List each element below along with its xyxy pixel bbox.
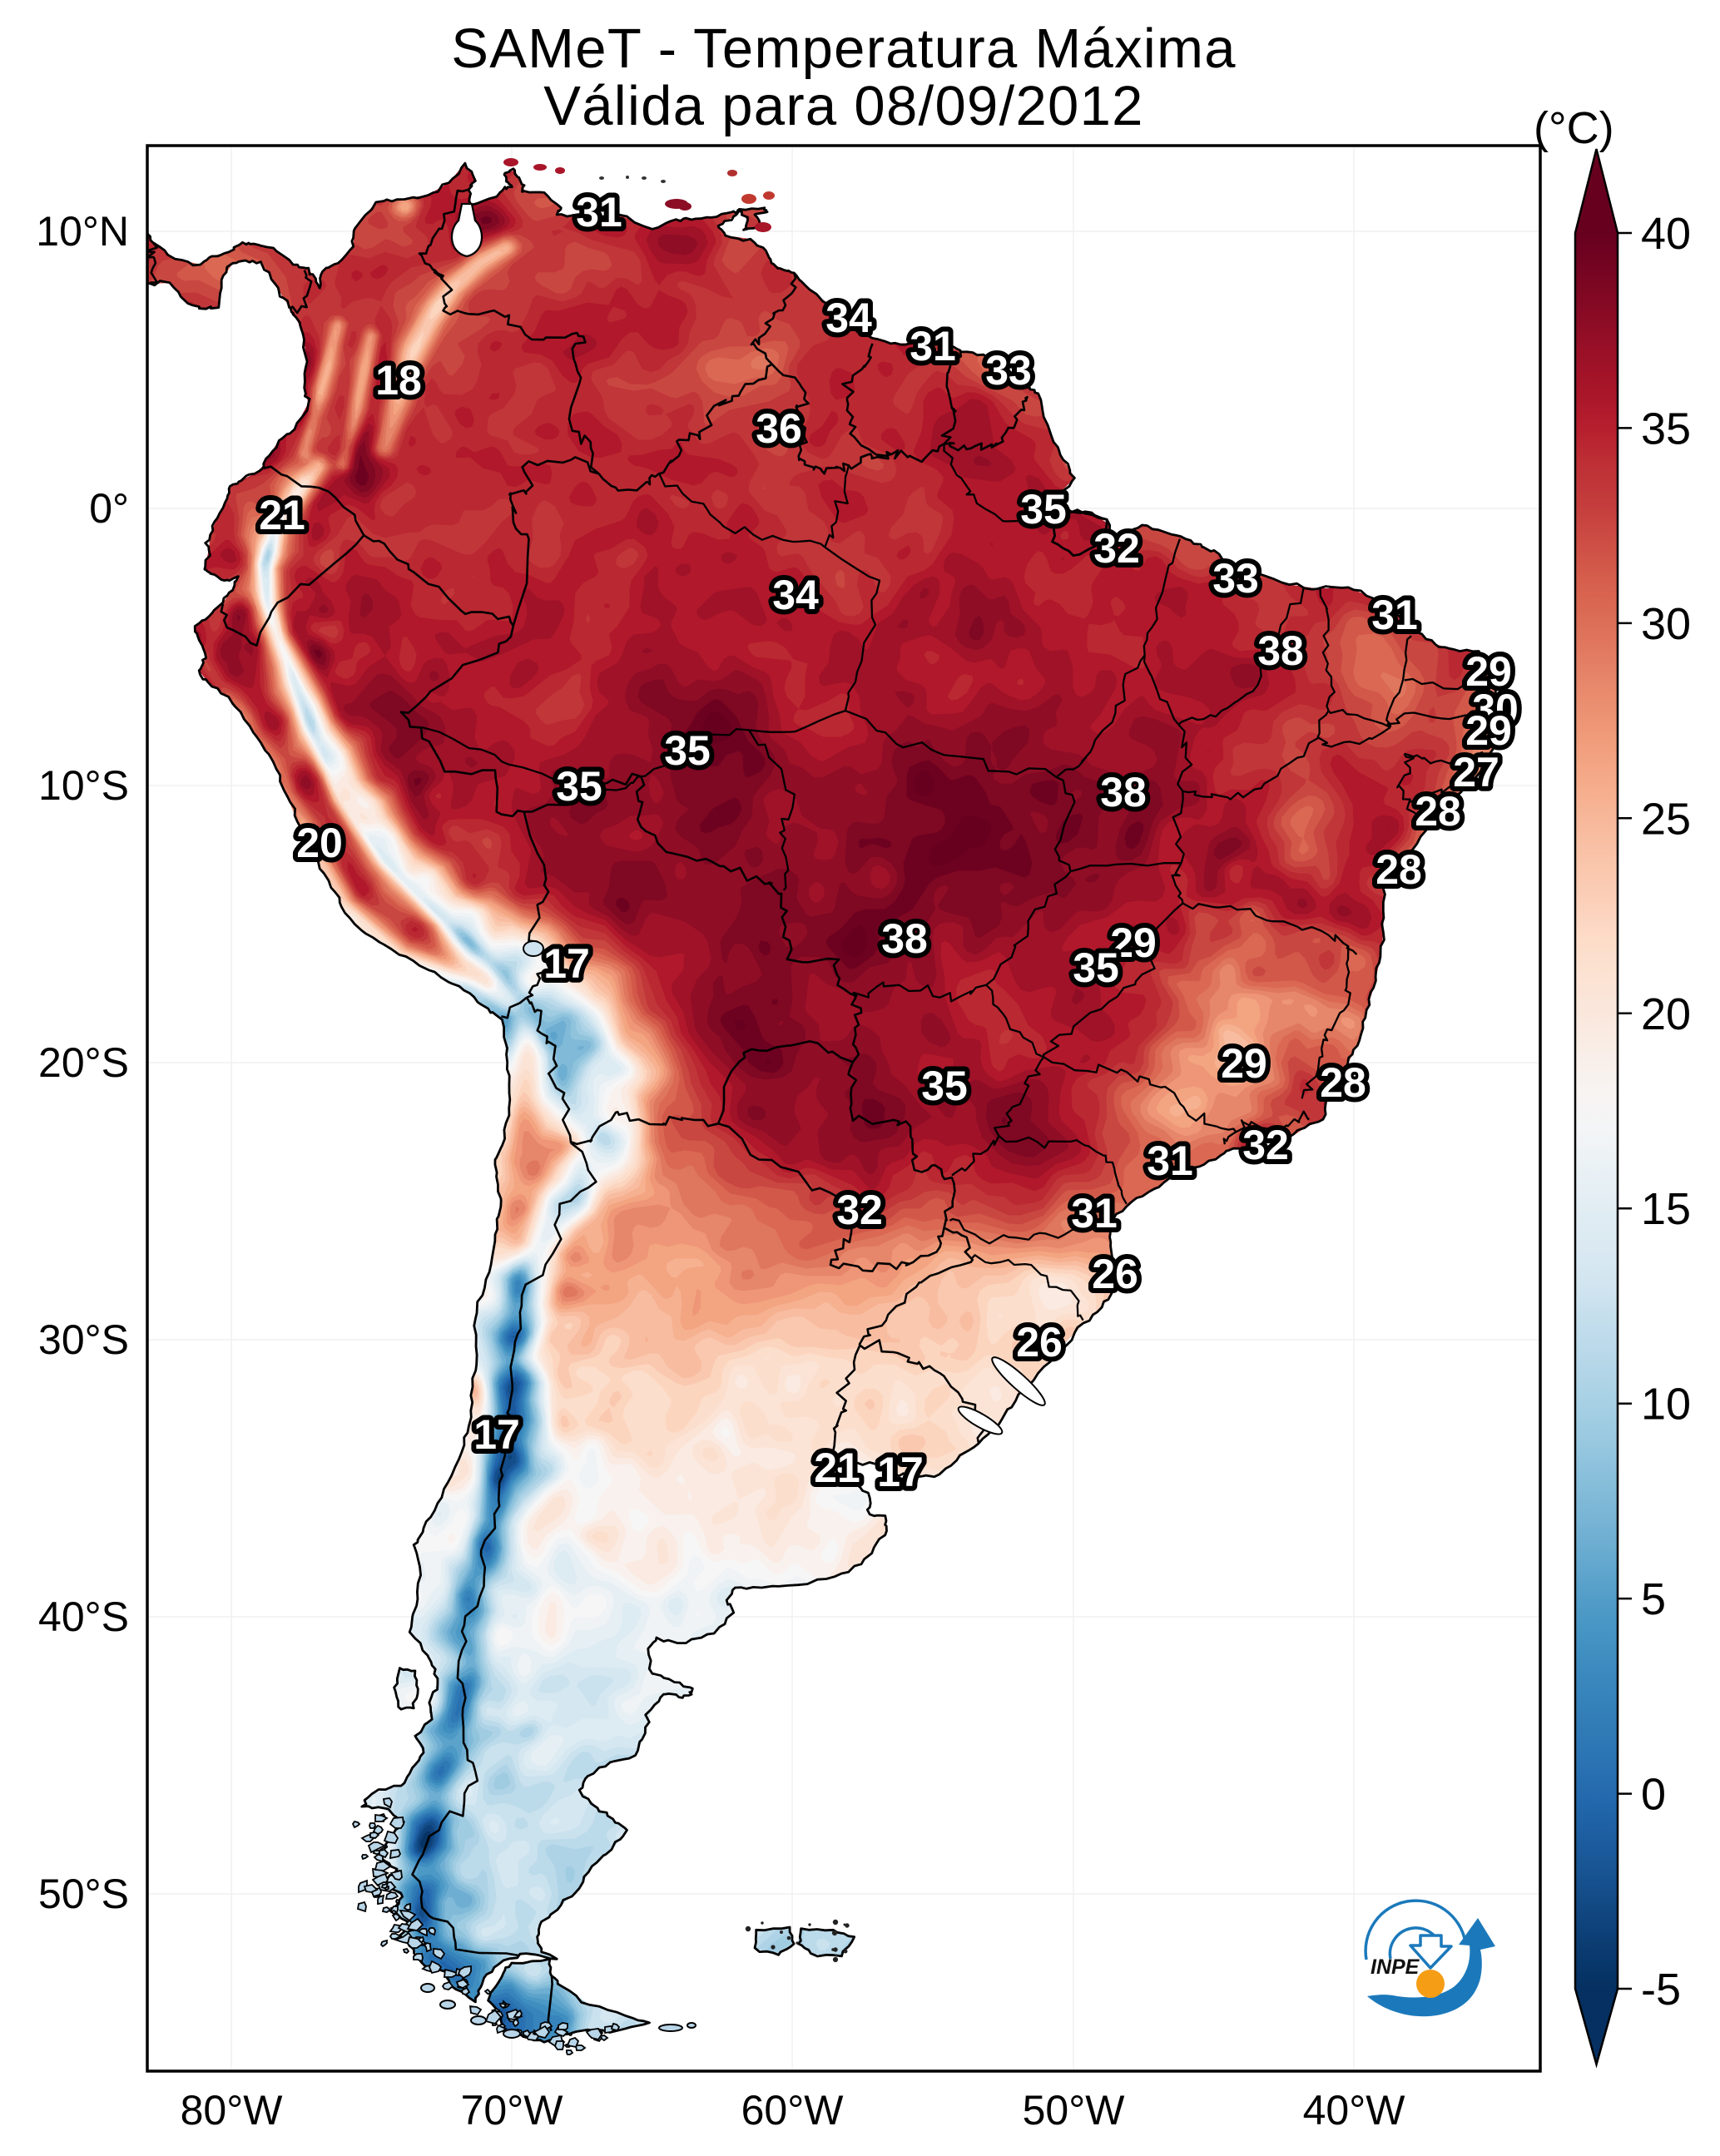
svg-text:40°W: 40°W — [1303, 2087, 1406, 2134]
svg-text:10°S: 10°S — [38, 762, 129, 809]
svg-text:31: 31 — [1371, 592, 1418, 638]
svg-text:30°S: 30°S — [38, 1316, 129, 1363]
svg-text:38: 38 — [1257, 627, 1304, 674]
svg-text:SAMeT - Temperatura Máxima: SAMeT - Temperatura Máxima — [451, 17, 1237, 80]
svg-text:10: 10 — [1641, 1380, 1691, 1430]
svg-text:35: 35 — [921, 1063, 968, 1109]
svg-text:38: 38 — [881, 915, 928, 962]
svg-text:5: 5 — [1641, 1574, 1666, 1624]
svg-text:33: 33 — [985, 347, 1032, 394]
svg-text:28: 28 — [1376, 846, 1422, 893]
svg-text:26: 26 — [1092, 1251, 1138, 1297]
svg-text:28: 28 — [1415, 788, 1461, 835]
svg-text:33: 33 — [1212, 555, 1259, 602]
svg-text:26: 26 — [1016, 1319, 1063, 1365]
svg-text:29: 29 — [1465, 707, 1512, 754]
svg-text:(°C): (°C) — [1534, 103, 1614, 153]
svg-text:60°W: 60°W — [741, 2087, 845, 2134]
svg-text:21: 21 — [814, 1445, 860, 1491]
svg-text:35: 35 — [556, 763, 602, 810]
svg-text:35: 35 — [1020, 486, 1067, 533]
svg-text:0°: 0° — [89, 485, 129, 532]
svg-text:31: 31 — [910, 323, 956, 369]
svg-text:80°W: 80°W — [181, 2087, 284, 2134]
svg-text:35: 35 — [1641, 404, 1691, 454]
svg-text:32: 32 — [836, 1187, 883, 1233]
svg-text:35: 35 — [1073, 944, 1119, 991]
svg-text:29: 29 — [1110, 919, 1157, 966]
svg-text:18: 18 — [375, 357, 422, 404]
svg-text:25: 25 — [1641, 794, 1691, 844]
svg-text:50°S: 50°S — [38, 1871, 129, 1917]
svg-text:10°N: 10°N — [36, 208, 129, 255]
svg-text:30: 30 — [1472, 686, 1519, 732]
svg-text:35: 35 — [664, 727, 711, 774]
svg-text:17: 17 — [473, 1411, 520, 1458]
svg-text:28: 28 — [1320, 1059, 1366, 1106]
svg-text:40: 40 — [1641, 209, 1691, 259]
svg-text:29: 29 — [1465, 648, 1512, 695]
svg-text:50°W: 50°W — [1023, 2087, 1126, 2134]
svg-text:31: 31 — [1071, 1190, 1118, 1237]
svg-text:20: 20 — [1641, 989, 1691, 1039]
svg-text:20°S: 20°S — [38, 1039, 129, 1086]
svg-text:34: 34 — [825, 295, 872, 341]
svg-text:INPE: INPE — [1371, 1955, 1420, 1979]
svg-text:32: 32 — [1093, 525, 1140, 572]
svg-text:29: 29 — [1221, 1040, 1267, 1087]
svg-text:Válida para 08/09/2012: Válida para 08/09/2012 — [543, 75, 1144, 137]
svg-text:21: 21 — [259, 492, 305, 538]
svg-text:36: 36 — [756, 405, 802, 452]
svg-text:34: 34 — [772, 572, 819, 618]
svg-text:40°S: 40°S — [38, 1593, 129, 1640]
svg-text:31: 31 — [1147, 1137, 1193, 1184]
svg-text:70°W: 70°W — [461, 2087, 564, 2134]
svg-text:17: 17 — [543, 940, 590, 987]
svg-text:-5: -5 — [1641, 1965, 1681, 2015]
svg-text:20: 20 — [296, 820, 343, 866]
svg-text:0: 0 — [1641, 1770, 1666, 1820]
svg-text:32: 32 — [1242, 1122, 1289, 1168]
svg-text:27: 27 — [1453, 749, 1499, 795]
svg-text:30: 30 — [1641, 599, 1691, 649]
svg-text:17: 17 — [877, 1449, 924, 1495]
svg-text:15: 15 — [1641, 1184, 1691, 1234]
svg-text:38: 38 — [1100, 769, 1147, 815]
svg-text:31: 31 — [576, 189, 622, 235]
